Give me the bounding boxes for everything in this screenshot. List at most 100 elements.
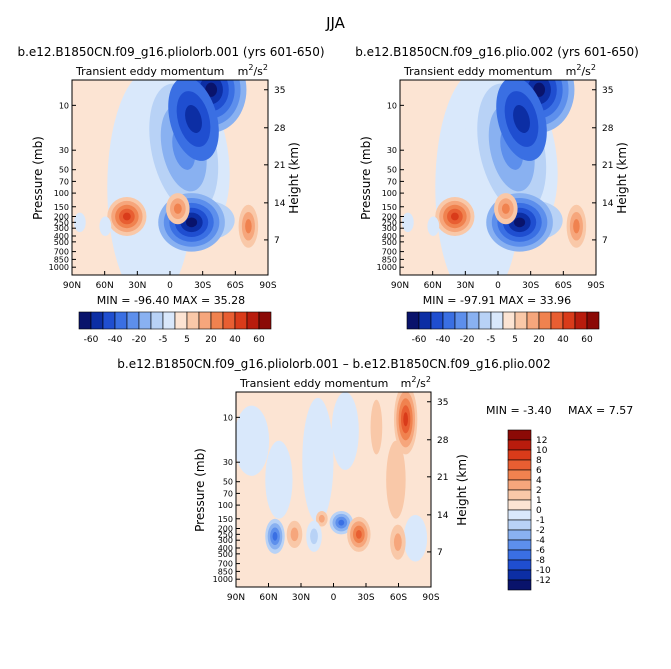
x-tick-label: 30S xyxy=(194,281,211,291)
y-tick-label: 10 xyxy=(223,413,233,422)
colorbar-swatch xyxy=(507,489,532,501)
contour-level xyxy=(355,529,362,539)
y-tick-label: 30 xyxy=(223,458,233,467)
x-tick-label: 60S xyxy=(555,281,572,291)
colorbar-swatch xyxy=(102,311,116,330)
colorbar-label: 0 xyxy=(536,506,542,516)
colorbar-swatch xyxy=(562,311,576,330)
x-tick-label: 30N xyxy=(292,593,310,603)
colorbar-swatch xyxy=(586,311,600,330)
colorbar-swatch xyxy=(502,311,516,330)
y-tick-label: 1000 xyxy=(213,575,233,584)
x-tick-label: 60N xyxy=(424,281,442,291)
x-tick-label: 30N xyxy=(128,281,146,291)
y-tick-label: 1000 xyxy=(377,263,397,272)
colorbar-swatch xyxy=(507,479,532,491)
contour-level xyxy=(450,212,459,221)
contour-level xyxy=(331,392,359,470)
colorbar-swatch xyxy=(507,509,532,521)
y-tick-label: 150 xyxy=(218,515,233,524)
colorbar-label: -60 xyxy=(412,335,427,345)
contour-level xyxy=(514,217,526,228)
contour-level xyxy=(403,514,428,562)
colorbar-swatch xyxy=(507,519,532,531)
panel-subtitle: Transient eddy momentum xyxy=(75,65,224,78)
colorbar-label: 4 xyxy=(536,476,542,486)
y2-tick-label: 21 xyxy=(602,161,613,171)
colorbar-label: 20 xyxy=(205,335,217,345)
colorbar-swatch xyxy=(507,469,532,481)
x-tick-label: 90N xyxy=(227,593,245,603)
y-tick-label: 30 xyxy=(59,146,69,155)
colorbar-label: 5 xyxy=(512,335,518,345)
y2-tick-label: 14 xyxy=(437,511,449,521)
contour-level xyxy=(513,105,530,133)
contour-field xyxy=(400,80,596,275)
x-axis: 90N 60N 30N 0 30S 60S 90S xyxy=(227,583,440,603)
colorbar-label: -60 xyxy=(84,335,99,345)
x-tick-label: 90N xyxy=(391,281,409,291)
colorbar-label: -4 xyxy=(536,536,545,546)
y-tick-label: 400 xyxy=(54,232,69,241)
panel-difference: b.e12.B1850CN.f09_g16.pliolorb.001 – b.e… xyxy=(117,357,633,603)
colorbar-swatch xyxy=(78,311,92,330)
x-tick-label: 30S xyxy=(522,281,539,291)
x-tick-label: 60S xyxy=(227,281,244,291)
contour-level xyxy=(186,217,198,228)
contour-level xyxy=(99,216,112,236)
colorbar-label: -40 xyxy=(108,335,123,345)
colorbar-label: 8 xyxy=(536,456,542,466)
colorbar-label: 2 xyxy=(536,486,542,496)
colorbar-label: 12 xyxy=(536,436,547,446)
panel-subtitle: Transient eddy momentum xyxy=(403,65,552,78)
y-tick-label: 400 xyxy=(218,544,233,553)
colorbar-swatch xyxy=(162,311,176,330)
contour-level xyxy=(310,528,318,545)
x-tick-label: 0 xyxy=(167,281,173,291)
figure-title: JJA xyxy=(326,14,345,32)
y2-tick-label: 21 xyxy=(437,473,448,483)
y2-tick-label: 7 xyxy=(274,236,280,246)
x-tick-label: 30N xyxy=(456,281,474,291)
y2-tick-label: 7 xyxy=(602,236,608,246)
contour-level xyxy=(403,412,408,427)
y-tick-label: 300 xyxy=(218,536,233,545)
panel-title: b.e12.B1850CN.f09_g16.pliolorb.001 (yrs … xyxy=(17,45,324,59)
x-tick-label: 90S xyxy=(259,281,276,291)
colorbar-label: 6 xyxy=(536,466,542,476)
y-tick-label: 850 xyxy=(54,255,69,264)
x-tick-label: 60N xyxy=(259,593,277,603)
contour-level xyxy=(573,219,580,234)
colorbar-label: -2 xyxy=(536,526,545,536)
y-tick-label: 100 xyxy=(218,501,233,510)
contour-level xyxy=(272,531,278,541)
y-tick-label: 200 xyxy=(54,213,69,222)
y-tick-label: 50 xyxy=(223,478,233,487)
x-tick-label: 0 xyxy=(331,593,337,603)
colorbar-swatch xyxy=(430,311,444,330)
contour-field xyxy=(236,392,431,587)
colorbar-swatch xyxy=(114,311,128,330)
colorbar: -60 -40 -20 -5 5 20 40 60 xyxy=(406,311,600,345)
x-axis: 90N 60N 30N 0 30S 60S 90S xyxy=(391,271,605,291)
colorbar-label: -6 xyxy=(536,546,545,556)
colorbar-swatch xyxy=(466,311,480,330)
colorbar-swatch xyxy=(442,311,456,330)
colorbar-swatch xyxy=(507,429,532,441)
y-tick-label: 200 xyxy=(218,525,233,534)
colorbar-swatch xyxy=(258,311,272,330)
y-tick-label: 70 xyxy=(223,489,233,498)
contour-level xyxy=(401,212,414,233)
y-tick-label: 700 xyxy=(54,248,69,257)
y-tick-label: 200 xyxy=(382,213,397,222)
panel-right: b.e12.B1850CN.f09_g16.plio.002 (yrs 601-… xyxy=(355,45,639,345)
y2-tick-label: 35 xyxy=(274,86,285,96)
contour-level xyxy=(386,440,406,519)
contour-level xyxy=(427,216,440,236)
contour-field xyxy=(72,80,268,275)
colorbar-swatch xyxy=(150,311,164,330)
panel-units: m2/s2 xyxy=(566,63,596,78)
y-tick-label: 100 xyxy=(382,189,397,198)
y-tick-label: 500 xyxy=(54,238,69,247)
